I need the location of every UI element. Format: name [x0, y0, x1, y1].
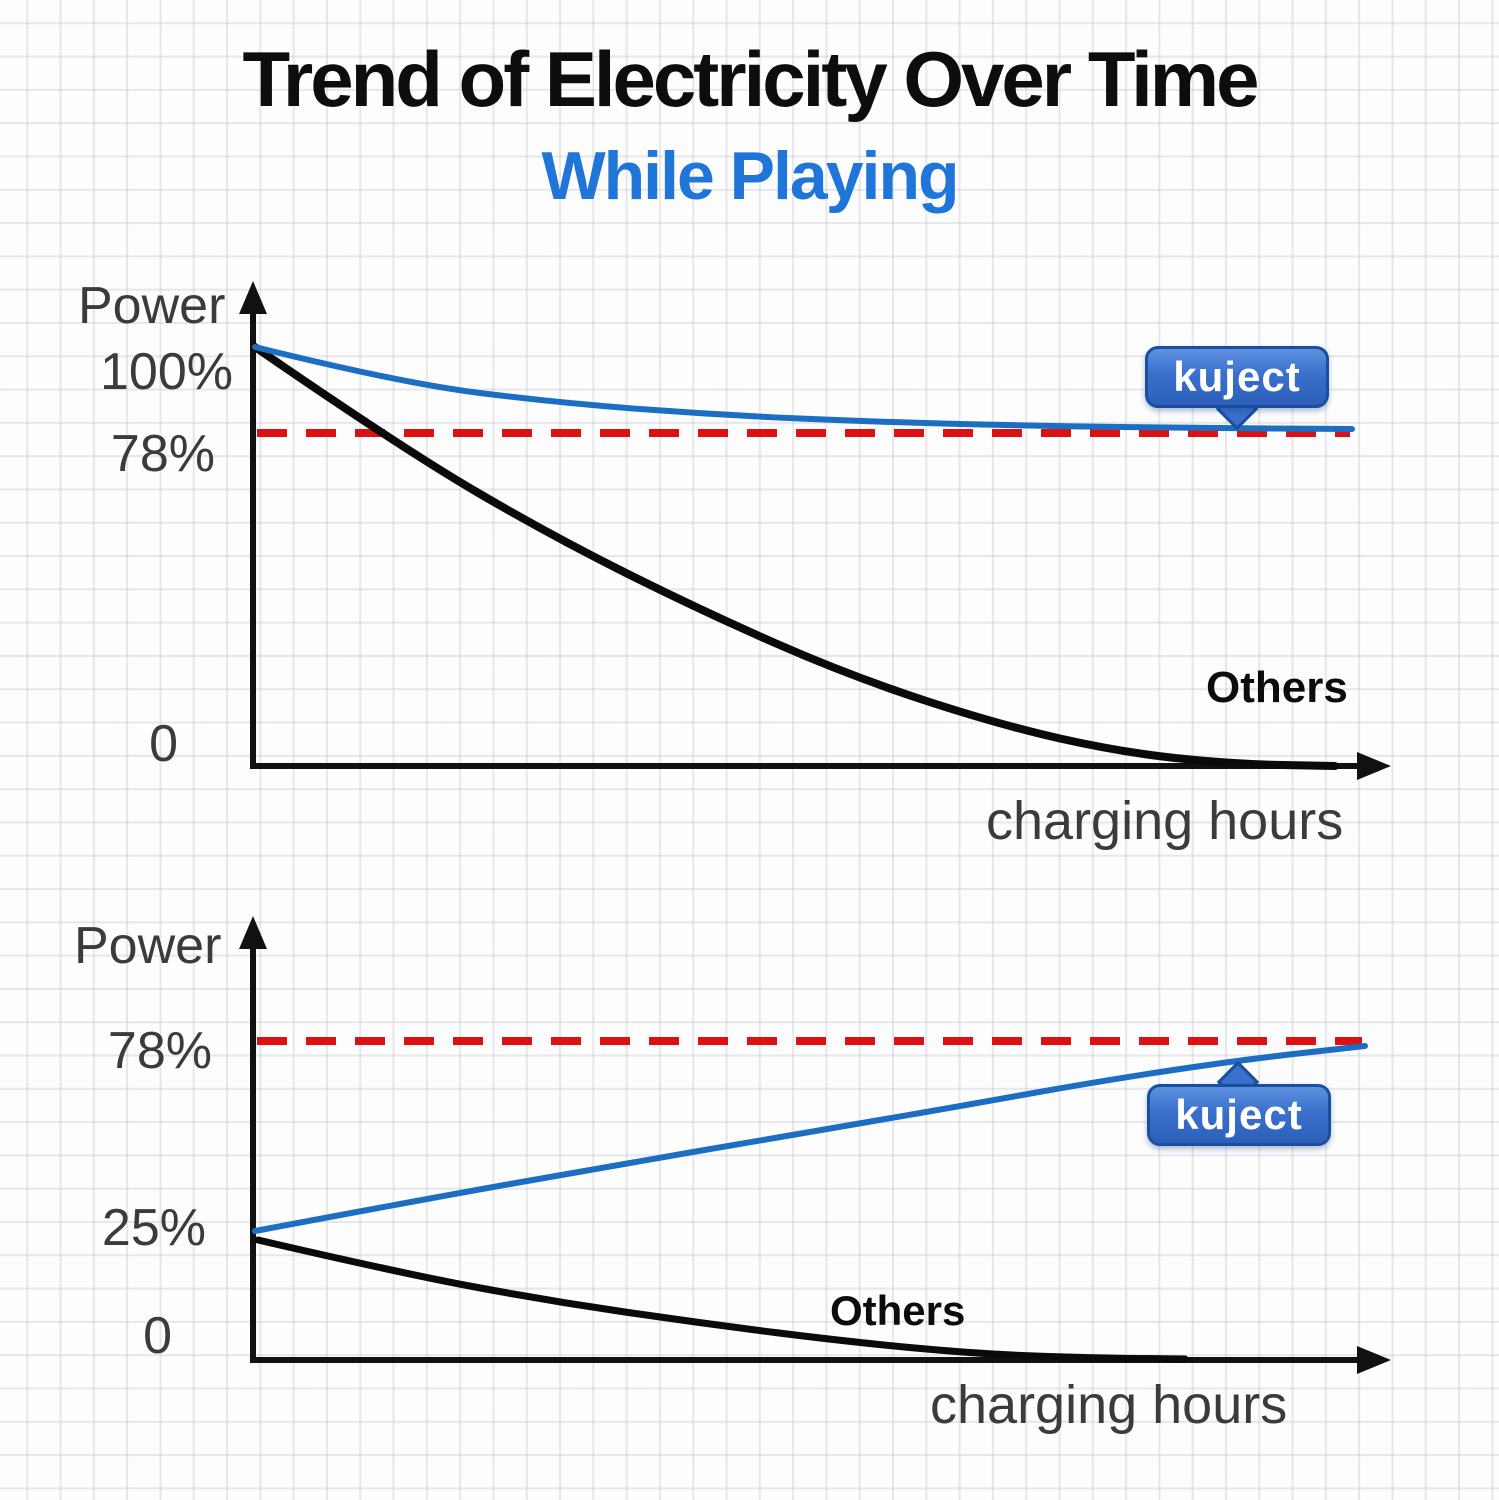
bottom-tick-0: 0 — [143, 1307, 172, 1365]
bottom-y-axis-arrow-icon — [239, 916, 267, 949]
bottom-others-curve — [254, 1236, 1189, 1363]
page-subtitle: While Playing — [541, 138, 959, 214]
bottom-chart — [239, 916, 1391, 1374]
bottom-kuject-badge: kuject — [1147, 1084, 1331, 1146]
top-others-curve — [251, 343, 1339, 770]
top-kuject-curve — [252, 344, 1355, 432]
bottom-others-label: Others — [830, 1287, 966, 1334]
top-chart — [239, 281, 1391, 780]
page-title: Trend of Electricity Over Time — [242, 35, 1260, 123]
bottom-x-axis-label: charging hours — [930, 1375, 1288, 1435]
top-x-axis-label: charging hours — [986, 791, 1344, 851]
top-x-axis-arrow-icon — [1357, 752, 1391, 780]
bottom-tick-25: 25% — [101, 1199, 206, 1257]
bottom-y-axis-label: Power — [74, 917, 222, 975]
top-others-label: Others — [1206, 663, 1348, 712]
bottom-kuject-badge-label: kuject — [1175, 1091, 1303, 1138]
top-y-axis-label: Power — [78, 277, 226, 335]
bottom-tick-78: 78% — [107, 1022, 212, 1080]
top-kuject-badge: kuject — [1145, 346, 1329, 408]
top-kuject-badge-label: kuject — [1173, 353, 1301, 400]
top-tick-78: 78% — [110, 425, 215, 483]
bottom-x-axis-arrow-icon — [1357, 1346, 1391, 1374]
bottom-kuject-curve — [252, 1043, 1368, 1234]
top-tick-100: 100% — [100, 343, 233, 401]
top-tick-0: 0 — [149, 715, 178, 773]
top-y-axis-arrow-icon — [239, 281, 267, 314]
